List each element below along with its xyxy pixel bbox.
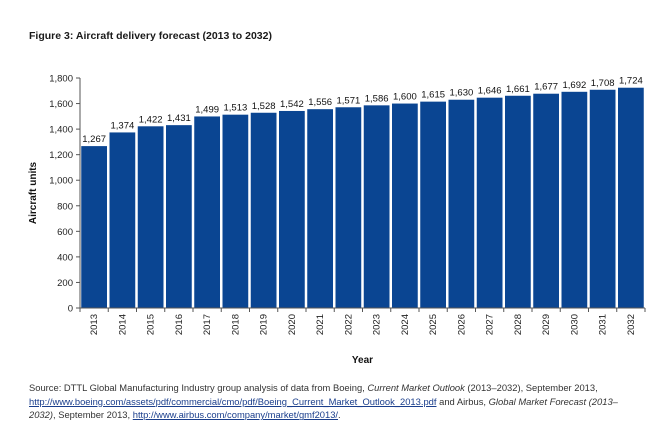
bar [222, 114, 249, 308]
x-tick-label: 2014 [117, 314, 128, 335]
figure-title: Figure 3: Aircraft delivery forecast (20… [29, 30, 272, 42]
y-tick-label: 1,800 [49, 74, 73, 85]
x-axis-title: Year [352, 355, 373, 366]
bar [561, 91, 588, 308]
bar [194, 116, 220, 308]
bar [618, 87, 644, 308]
source-suffix: . [338, 409, 341, 421]
data-label: 1,571 [336, 95, 360, 106]
x-tick-label: 2022 [343, 314, 354, 335]
x-tick-label: 2023 [372, 314, 383, 335]
y-axis-title: Aircraft units [28, 161, 39, 224]
x-tick-label: 2027 [485, 314, 496, 335]
data-label: 1,499 [195, 104, 219, 115]
data-label: 1,646 [478, 86, 502, 97]
y-tick-label: 0 [68, 304, 73, 315]
y-tick-label: 1,000 [49, 176, 73, 187]
data-label: 1,692 [562, 80, 586, 91]
bar [476, 97, 503, 308]
source-airbus-title: Global Market Forecast (2013–2032) [29, 395, 618, 421]
data-label: 1,374 [110, 120, 134, 131]
x-tick-label: 2024 [400, 314, 411, 335]
x-tick-label: 2020 [287, 314, 298, 335]
data-label: 1,586 [365, 93, 389, 104]
data-label: 1,661 [506, 84, 530, 95]
x-tick-label: 2018 [230, 314, 241, 335]
bar [335, 107, 362, 308]
x-tick-label: 2026 [456, 314, 467, 335]
bar [166, 125, 192, 309]
data-label: 1,708 [591, 78, 615, 89]
bar [505, 95, 531, 308]
x-tick-label: 2031 [598, 314, 609, 335]
x-tick-label: 2029 [541, 314, 552, 335]
x-tick-label: 2025 [428, 314, 439, 335]
data-label: 1,615 [421, 90, 445, 101]
data-label: 1,431 [167, 113, 191, 124]
source-airbus-mid: , September 2013, [52, 409, 133, 421]
airbus-link[interactable]: http://www.airbus.com/company/market/gmf… [132, 409, 339, 421]
x-axis: 2013 2014 2015 2016 2017 2018 2019 2020 2021 2022… [79, 307, 646, 335]
bar [392, 103, 418, 308]
y-tick-label: 1,200 [49, 150, 73, 161]
bar [250, 112, 277, 308]
x-tick-label: 2016 [174, 314, 185, 335]
source-boeing-mid: (2013–2032), September 2013, [464, 382, 598, 393]
source-boeing-title: Current Market Outlook [367, 382, 465, 393]
data-label: 1,630 [449, 88, 473, 99]
bar [448, 99, 475, 308]
x-tick-label: 2021 [315, 314, 326, 335]
data-label: 1,513 [223, 103, 247, 114]
boeing-link[interactable]: http://www.boeing.com/assets/pdf/commerc… [29, 395, 437, 407]
x-tick-label: 2019 [259, 314, 270, 335]
source-note: Source: DTTL Global Manufacturing Indust… [29, 381, 641, 422]
y-tick-label: 1,600 [49, 99, 73, 110]
x-tick-label: 2030 [569, 314, 580, 335]
data-label: 1,542 [280, 99, 304, 110]
y-tick-label: 800 [57, 201, 73, 212]
bar [137, 126, 164, 308]
y-tick-label: 1,400 [49, 125, 73, 136]
y-tick-label: 600 [57, 227, 73, 238]
source-airbus-prefix: and Airbus, [436, 395, 489, 407]
bar [589, 89, 616, 308]
y-tick-label: 200 [57, 278, 73, 289]
x-tick-label: 2017 [202, 314, 213, 335]
bar [81, 146, 107, 308]
data-label: 1,422 [139, 114, 163, 125]
bar [420, 101, 446, 308]
source-prefix: Source: DTTL Global Manufacturing Indust… [29, 382, 368, 393]
data-label: 1,556 [308, 97, 332, 108]
bar [533, 93, 559, 308]
bar [363, 105, 390, 308]
y-axis: 0 200 400 600 800 1,000 1,200 1,400 1,600 1,800 [49, 74, 81, 315]
data-label: 1,528 [252, 101, 276, 112]
bars: 1,267 1,374 1,422 1,431 1,499 1,513 1,528 1,542… [81, 76, 644, 309]
x-tick-label: 2013 [89, 314, 100, 335]
data-label: 1,677 [534, 82, 558, 93]
data-label: 1,600 [393, 92, 417, 103]
bar [279, 110, 305, 308]
x-tick-label: 2032 [626, 314, 637, 335]
bar [307, 109, 333, 308]
y-tick-label: 400 [57, 252, 73, 263]
data-label: 1,724 [619, 76, 643, 87]
bar-chart: 0 200 400 600 800 1,000 1,200 1,400 1,600 1,800 1… [28, 74, 646, 366]
x-tick-label: 2028 [513, 314, 524, 335]
x-tick-label: 2015 [146, 314, 157, 335]
data-label: 1,267 [82, 134, 106, 145]
bar [109, 132, 136, 308]
